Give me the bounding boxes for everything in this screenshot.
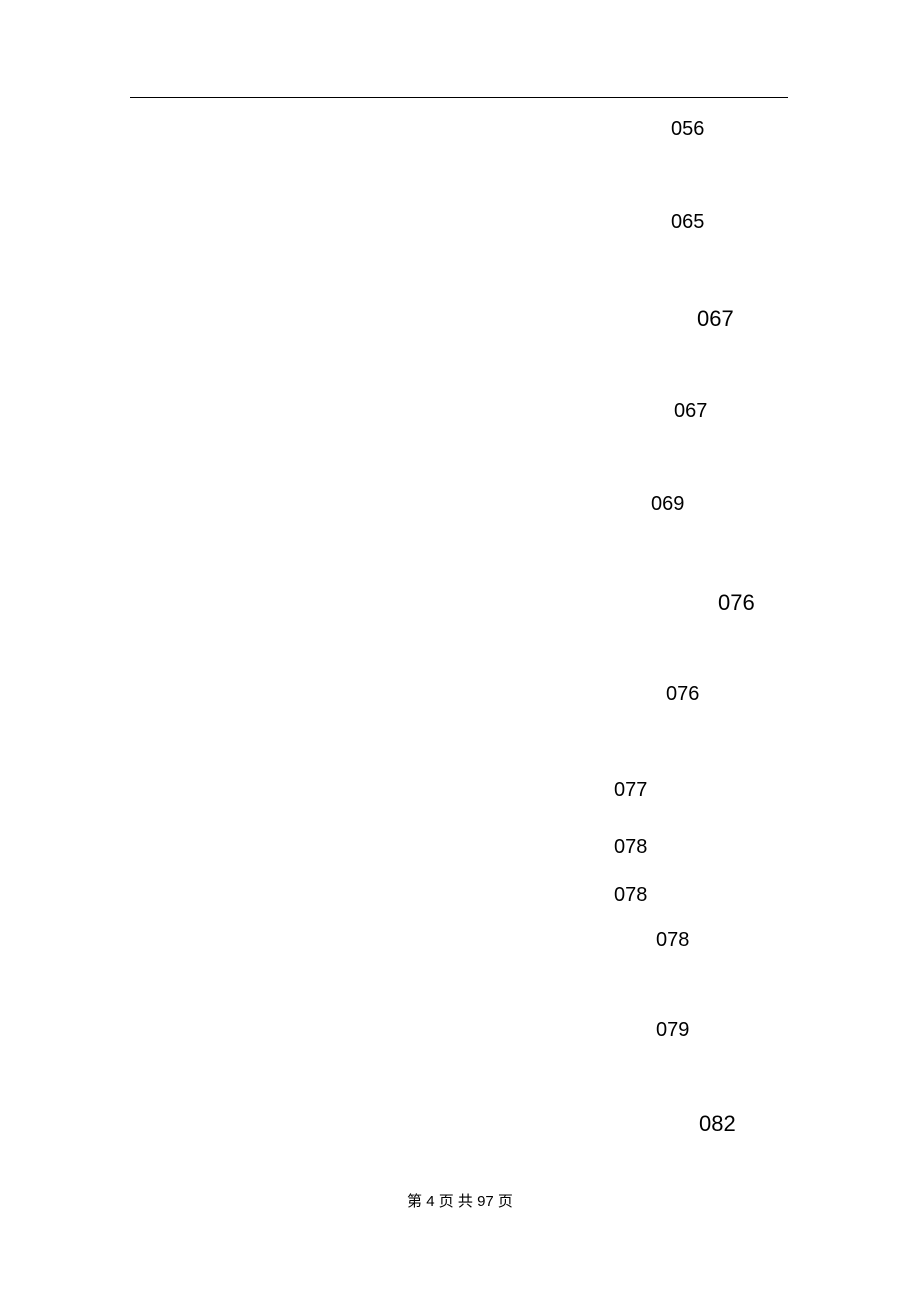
toc-entry-12: 082 — [699, 1111, 736, 1137]
toc-entry-8: 078 — [614, 836, 647, 859]
footer-current-page: 4 — [426, 1193, 434, 1210]
footer-suffix: 页 — [494, 1193, 513, 1210]
toc-entry-10: 078 — [656, 929, 689, 952]
toc-entry-1: 065 — [671, 211, 704, 234]
toc-entry-4: 069 — [651, 493, 684, 516]
toc-entry-7: 077 — [614, 779, 647, 802]
toc-entry-3: 067 — [674, 400, 707, 423]
page-footer: 第 4 页 共 97 页 — [0, 1190, 920, 1211]
toc-entry-0: 056 — [671, 118, 704, 141]
toc-entry-6: 076 — [666, 683, 699, 706]
toc-entry-2: 067 — [697, 306, 734, 332]
footer-middle: 页 共 — [435, 1193, 478, 1210]
toc-entry-9: 078 — [614, 884, 647, 907]
top-horizontal-rule — [130, 97, 788, 98]
footer-prefix: 第 — [407, 1193, 426, 1210]
footer-total-pages: 97 — [477, 1193, 494, 1210]
page-container: 056065067067069076076077078078078079082 … — [0, 0, 920, 1303]
toc-entry-5: 076 — [718, 590, 755, 616]
toc-entry-11: 079 — [656, 1019, 689, 1042]
